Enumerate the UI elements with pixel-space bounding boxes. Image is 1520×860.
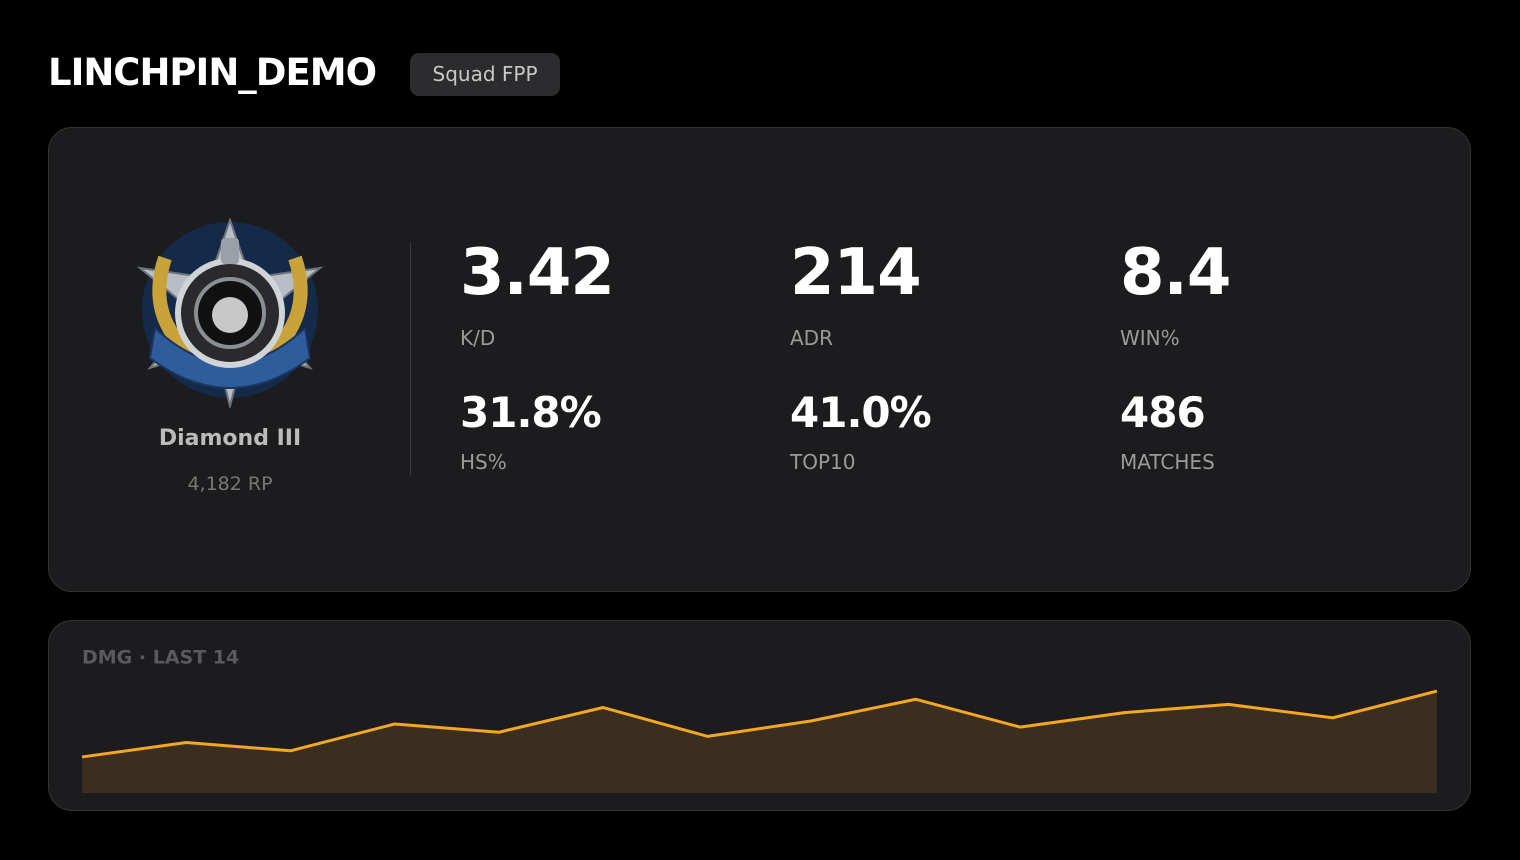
stat-label: TOP10 [790,450,856,474]
stat-value: 214 [790,236,922,310]
stat-label: HS% [460,450,507,474]
stat-label: K/D [460,326,496,350]
stat-label: ADR [790,326,833,350]
stat-value: 41.0% [790,388,932,437]
stat-value: 3.42 [460,236,615,310]
chart-title: DMG · LAST 14 [82,647,239,669]
divider [410,242,411,475]
line [81,689,1438,759]
stat-value: 8.4 [1120,236,1231,310]
player-name: LINCHPIN_DEMO [48,51,377,94]
rank-emblem [136,218,324,408]
rank-name: Diamond III [158,426,302,451]
rank-points: 4,182 RP [187,473,273,495]
stat-value: 31.8% [460,388,602,437]
stat-value: 486 [1120,388,1206,437]
mode-badge[interactable]: Squad FPP [410,53,560,96]
stat-label: WIN% [1120,326,1180,350]
stat-label: MATCHES [1120,450,1215,474]
